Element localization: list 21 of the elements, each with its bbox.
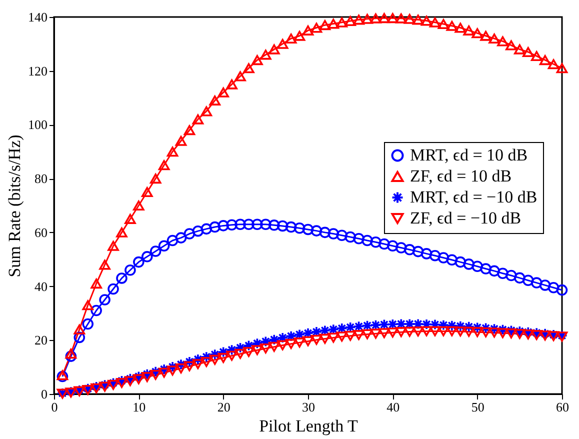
- y-tick-label: 100: [28, 117, 48, 132]
- x-tick-label: 0: [51, 400, 58, 414]
- x-tick-label: 10: [132, 400, 146, 414]
- legend-label: ZF, ϵd = −10 dB: [410, 208, 522, 228]
- legend-label: MRT, ϵd = −10 dB: [410, 188, 538, 206]
- y-tick-label: 80: [34, 171, 48, 186]
- x-tick-label: 30: [302, 400, 315, 414]
- y-tick-label: 60: [34, 224, 48, 240]
- y-axis-title: Sum Rate (bits/s/Hz): [5, 134, 24, 278]
- y-tick-label: 140: [28, 10, 48, 24]
- legend-label: ZF, ϵd = 10 dB: [410, 166, 512, 186]
- x-axis-title: Pilot Length T: [259, 416, 359, 436]
- x-tick-label: 40: [386, 400, 400, 414]
- y-tick-label: 0: [41, 386, 48, 402]
- legend-label: MRT, ϵd = 10 dB: [410, 146, 528, 164]
- x-tick-label: 60: [556, 400, 569, 414]
- y-tick-label: 120: [28, 63, 48, 78]
- y-tick-label: 20: [34, 332, 48, 348]
- y-tick-label: 40: [34, 278, 48, 294]
- x-tick-label: 20: [217, 400, 230, 414]
- x-tick-label: 50: [471, 400, 484, 414]
